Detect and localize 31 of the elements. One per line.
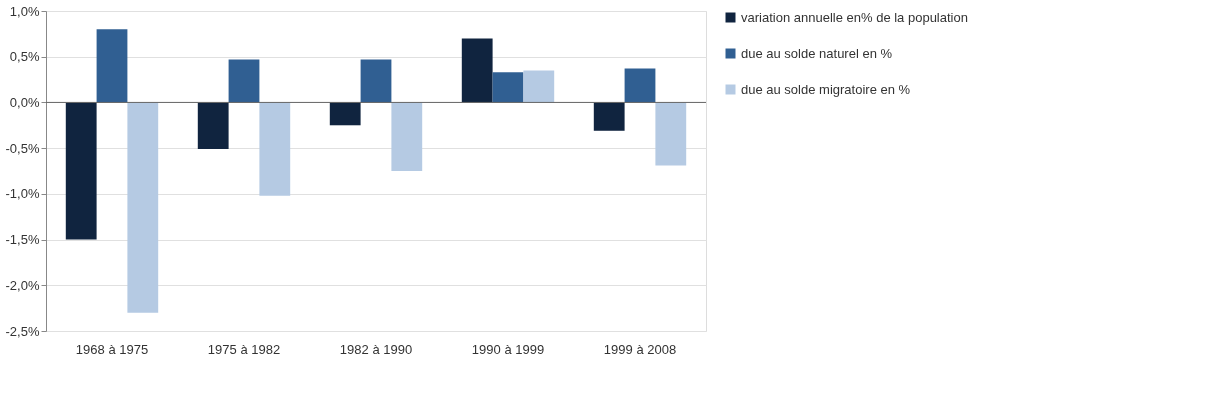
x-tick-label: 1990 à 1999 — [471, 341, 545, 357]
legend-label: due au solde migratoire en % — [741, 81, 911, 97]
y-tick-label: 1,0% — [9, 3, 40, 19]
y-tick-label: -0,5% — [5, 140, 40, 156]
bar — [624, 68, 656, 103]
y-tick-label: 0,5% — [9, 49, 40, 65]
bar — [360, 59, 392, 103]
x-tick-label: 1975 à 1982 — [207, 341, 281, 357]
bar — [259, 102, 291, 196]
bar — [593, 102, 625, 131]
legend-label: due au solde naturel en % — [741, 45, 893, 61]
bar — [391, 102, 423, 171]
bar — [655, 102, 687, 166]
x-tick-label: 1999 à 2008 — [603, 341, 677, 357]
bar — [461, 38, 493, 103]
legend-label: variation annuelle en% de la population — [741, 9, 968, 25]
y-tick-label: 0,0% — [9, 94, 40, 110]
bar — [228, 59, 260, 103]
y-tick-label: -1,5% — [5, 232, 40, 248]
bar — [329, 102, 361, 126]
y-tick-label: -2,0% — [5, 277, 40, 293]
y-tick-label: -2,5% — [5, 323, 40, 339]
y-tick-label: -1,0% — [5, 186, 40, 202]
x-tick-label: 1982 à 1990 — [339, 341, 413, 357]
bar — [197, 102, 229, 150]
bar — [523, 70, 555, 103]
bar — [65, 102, 97, 240]
bar — [96, 29, 128, 103]
x-tick-label: 1968 à 1975 — [75, 341, 149, 357]
bar — [492, 72, 524, 103]
bar — [127, 102, 159, 313]
